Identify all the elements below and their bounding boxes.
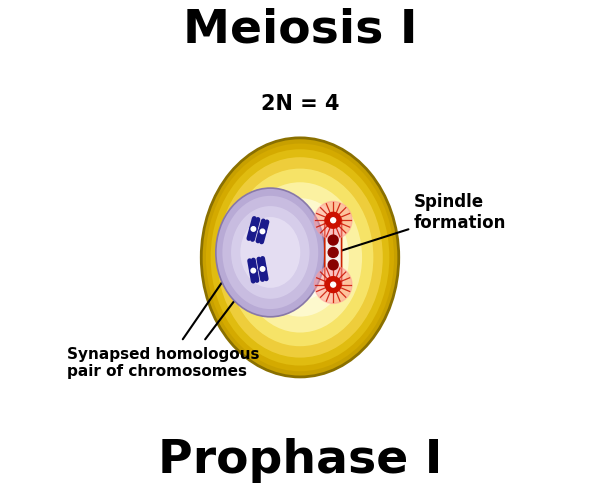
Text: Spindle
formation: Spindle formation (338, 194, 506, 251)
Circle shape (314, 201, 352, 239)
Circle shape (325, 277, 341, 293)
Text: Prophase I: Prophase I (158, 438, 442, 483)
Circle shape (328, 235, 338, 245)
Circle shape (328, 260, 338, 270)
Ellipse shape (227, 169, 373, 346)
Circle shape (260, 229, 265, 234)
Circle shape (260, 267, 265, 271)
Circle shape (331, 218, 335, 223)
FancyBboxPatch shape (325, 218, 341, 287)
Circle shape (328, 248, 338, 257)
Text: Synapsed homologous
pair of chromosomes: Synapsed homologous pair of chromosomes (67, 346, 260, 379)
Ellipse shape (264, 214, 336, 300)
Ellipse shape (231, 206, 310, 299)
Circle shape (251, 268, 256, 273)
Ellipse shape (251, 198, 349, 317)
Ellipse shape (217, 157, 383, 357)
Circle shape (331, 282, 335, 287)
Ellipse shape (201, 138, 399, 377)
Ellipse shape (206, 144, 394, 371)
Circle shape (251, 227, 256, 231)
Ellipse shape (241, 217, 300, 288)
Ellipse shape (211, 149, 389, 365)
Circle shape (325, 212, 341, 228)
Circle shape (314, 266, 352, 303)
Ellipse shape (216, 188, 325, 317)
Ellipse shape (238, 182, 362, 333)
Text: Meiosis I: Meiosis I (183, 7, 417, 52)
Ellipse shape (223, 196, 318, 309)
Text: 2N = 4: 2N = 4 (261, 94, 339, 114)
